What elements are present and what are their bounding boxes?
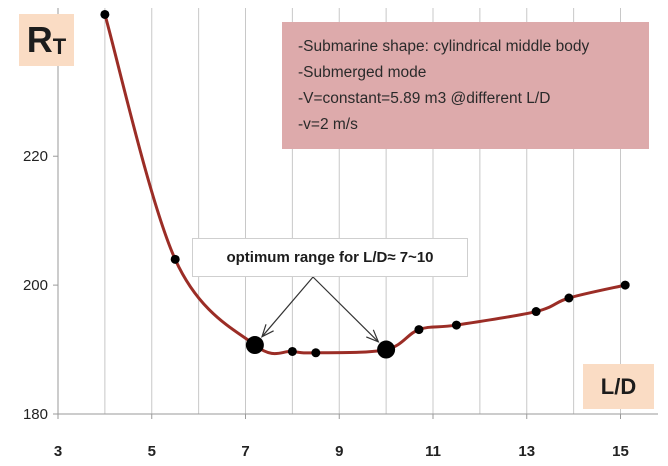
y-tick-label: 180 bbox=[23, 406, 48, 423]
data-point bbox=[564, 293, 574, 303]
x-axis-label: L/D bbox=[583, 364, 654, 409]
note-line-velocity: -v=2 m/s bbox=[298, 116, 358, 133]
conditions-note: -Submarine shape: cylindrical middle bod… bbox=[282, 22, 649, 149]
x-tick-label: 7 bbox=[241, 443, 249, 460]
callout-arrow bbox=[261, 276, 314, 338]
x-tick-label: 3 bbox=[54, 443, 62, 460]
y-axis-label-main: R bbox=[26, 19, 53, 60]
y-axis-label-subscript: T bbox=[52, 34, 67, 59]
highlighted-data-point bbox=[377, 340, 396, 359]
y-tick-label: 220 bbox=[23, 148, 48, 165]
callout-arrowhead bbox=[261, 324, 274, 338]
data-point bbox=[414, 325, 424, 335]
note-line-mode: -Submerged mode bbox=[298, 64, 427, 81]
callout-arrowhead bbox=[366, 329, 380, 343]
x-tick-label: 5 bbox=[148, 443, 156, 460]
x-tick-label: 13 bbox=[518, 443, 535, 460]
note-line-shape: -Submarine shape: cylindrical middle bod… bbox=[298, 38, 590, 55]
x-tick-label: 15 bbox=[612, 443, 629, 460]
x-tick-label: 9 bbox=[335, 443, 343, 460]
data-point bbox=[451, 320, 461, 330]
data-point bbox=[170, 254, 180, 264]
data-point bbox=[287, 346, 297, 356]
data-point bbox=[100, 9, 110, 19]
callout-arrows bbox=[261, 276, 380, 343]
highlighted-data-point bbox=[245, 336, 264, 355]
y-tick-label: 200 bbox=[23, 277, 48, 294]
data-point bbox=[311, 348, 321, 358]
note-line-volume: -V=constant=5.89 m3 @different L/D bbox=[298, 90, 551, 107]
optimum-range-callout: optimum range for L/D≈ 7~10 bbox=[192, 238, 468, 277]
data-point bbox=[620, 280, 630, 290]
data-point bbox=[531, 307, 541, 317]
x-tick-label: 11 bbox=[425, 443, 441, 460]
callout-arrow bbox=[312, 276, 379, 343]
data-points bbox=[100, 9, 630, 359]
